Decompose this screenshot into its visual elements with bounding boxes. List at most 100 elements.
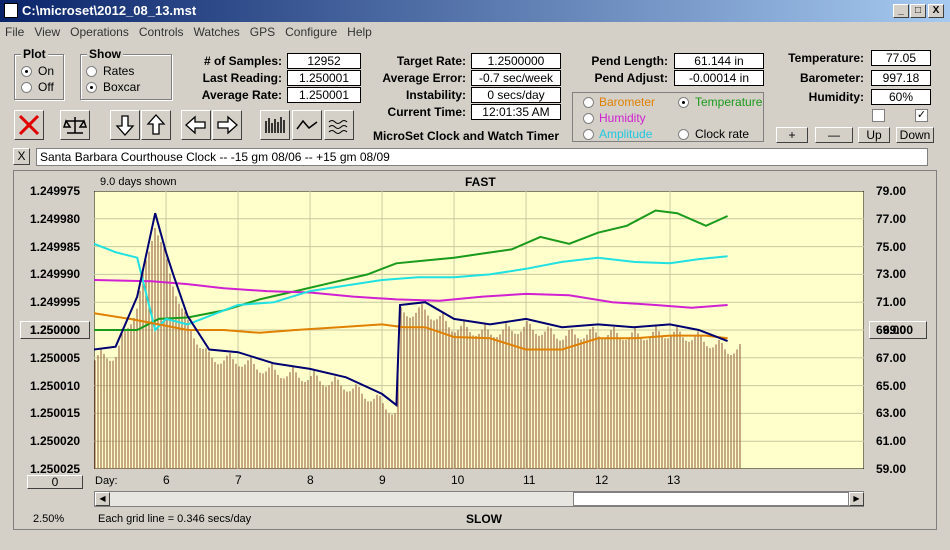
plus-button[interactable]: + xyxy=(776,127,808,143)
title-bar: C:\microset\2012_08_13.mst _ □ X xyxy=(0,0,950,22)
right-tick-label: 63.00 xyxy=(876,406,907,421)
arrow-right-button[interactable] xyxy=(212,110,242,140)
left-tick-label: 1.249980 xyxy=(30,211,81,226)
plot-off-radio[interactable] xyxy=(21,82,32,93)
left-tick-label: 1.250010 xyxy=(30,378,81,393)
average-error-label: Average Error: xyxy=(382,71,466,85)
humidity-radio-label: Humidity xyxy=(599,111,646,125)
plot-off-label: Off xyxy=(38,80,54,94)
arrow-down-button[interactable] xyxy=(110,110,140,140)
right-tick-label: 73.00 xyxy=(876,267,907,282)
close-button[interactable]: X xyxy=(928,4,944,18)
clock-rate-radio-label: Clock rate xyxy=(695,127,750,141)
menu-watches[interactable]: Watches xyxy=(193,25,240,39)
humidity-radio[interactable] xyxy=(583,113,594,124)
arrow-down-icon xyxy=(115,115,135,136)
left-tick-label: 1.249975 xyxy=(30,184,81,198)
close-watch-button[interactable]: X xyxy=(13,148,30,165)
show-boxcar-radio[interactable] xyxy=(86,82,97,93)
left-tick-label: 1.250005 xyxy=(30,350,81,365)
scroll-left-arrow-icon[interactable]: ◀ xyxy=(95,492,110,506)
humidity-label: Humidity: xyxy=(808,90,864,104)
minus-button[interactable]: — xyxy=(815,127,853,143)
up-button[interactable]: Up xyxy=(858,127,890,143)
arrow-up-icon xyxy=(146,114,166,135)
bars-view-button[interactable] xyxy=(260,110,290,140)
temperature-radio-label: Temperature xyxy=(695,95,763,109)
right-tick-label: 59.00 xyxy=(876,462,907,476)
slow-label: SLOW xyxy=(466,512,502,526)
humidity-series-line xyxy=(94,279,728,309)
left-tick-label: 1.250025 xyxy=(30,462,81,476)
show-rates-radio[interactable] xyxy=(86,66,97,77)
right-reference-box[interactable]: 69.00 xyxy=(869,321,927,339)
line-view-button[interactable] xyxy=(292,110,322,140)
balance-scale-icon xyxy=(63,117,87,134)
right-tick-label: 71.00 xyxy=(876,295,907,310)
down-button[interactable]: Down xyxy=(896,127,934,143)
barometer-radio-label: Barometer xyxy=(599,95,656,109)
plot-on-radio[interactable] xyxy=(21,66,32,77)
left-tick-label: 1.250015 xyxy=(30,406,81,421)
right-tick-label: 65.00 xyxy=(876,378,907,393)
menu-configure[interactable]: Configure xyxy=(285,25,338,39)
barometer-label: Barometer: xyxy=(799,71,864,85)
show-boxcar-label: Boxcar xyxy=(103,80,141,94)
maximize-button[interactable]: □ xyxy=(910,4,926,18)
x-tick-label: 11 xyxy=(523,473,536,487)
left-tick-label: 1.250000 xyxy=(30,323,81,337)
arrow-up-button[interactable] xyxy=(141,110,171,140)
grid-note-label: Each grid line = 0.346 secs/day xyxy=(98,513,252,525)
plot-on-label: On xyxy=(38,64,55,78)
chart-panel xyxy=(13,170,937,530)
x-tick-label: 13 xyxy=(667,473,681,487)
left-reference-box[interactable]: 1.250000 xyxy=(20,321,90,339)
right-tick-label: 77.00 xyxy=(876,211,907,226)
horizontal-scrollbar[interactable]: ◀ ▶ xyxy=(94,491,864,507)
wave-icon xyxy=(328,120,348,134)
barometer-value: 997.18 xyxy=(871,70,931,86)
amplitude-radio[interactable] xyxy=(583,129,594,140)
right-tick-label: 75.00 xyxy=(876,239,907,254)
scrollbar-thumb[interactable] xyxy=(573,492,849,506)
left-tick-label: 1.249995 xyxy=(30,295,81,310)
clock-rate-radio[interactable] xyxy=(678,129,689,140)
pend-length-value: 61.144 in xyxy=(674,53,764,69)
menu-gps[interactable]: GPS xyxy=(249,25,276,39)
temperature-label: Temperature: xyxy=(788,51,864,65)
stop-button[interactable] xyxy=(14,110,44,140)
option-checkbox-1[interactable] xyxy=(872,109,885,122)
humidity-value: 60% xyxy=(871,89,931,105)
arrow-left-icon xyxy=(185,115,206,135)
plot-group: Plot xyxy=(14,47,64,100)
menu-operations[interactable]: Operations xyxy=(70,25,129,39)
left-tick-label: 1.249990 xyxy=(30,267,81,282)
menu-view[interactable]: View xyxy=(34,25,61,39)
show-group-label: Show xyxy=(87,47,123,61)
line-chart-icon xyxy=(296,119,318,130)
temperature-radio[interactable] xyxy=(678,97,689,108)
arrow-left-button[interactable] xyxy=(181,110,211,140)
watch-description-field[interactable]: Santa Barbara Courthouse Clock -- -15 gm… xyxy=(36,148,928,166)
barometer-radio[interactable] xyxy=(583,97,594,108)
x-tick-label: 7 xyxy=(235,473,242,487)
scroll-right-arrow-icon[interactable]: ▶ xyxy=(849,492,864,506)
menu-help[interactable]: Help xyxy=(347,25,372,39)
minimize-button[interactable]: _ xyxy=(893,4,909,18)
arrow-right-icon xyxy=(217,115,238,135)
average-error-value: -0.7 sec/week xyxy=(471,70,561,86)
bar-chart-icon xyxy=(265,117,285,133)
wave-view-button[interactable] xyxy=(324,110,354,140)
menu-bar: File View Operations Controls Watches GPS Conf… xyxy=(0,22,950,42)
days-shown-label: 9.0 days shown xyxy=(100,176,177,188)
instability-value: 0 secs/day xyxy=(471,87,561,103)
x-tick-label: 6 xyxy=(163,473,170,487)
scroll-position-box: 0 xyxy=(27,475,83,489)
menu-controls[interactable]: Controls xyxy=(138,25,184,39)
balance-button[interactable] xyxy=(60,110,90,140)
last-reading-label: Last Reading: xyxy=(202,71,282,85)
instability-label: Instability: xyxy=(405,88,466,102)
left-tick-label: 1.250020 xyxy=(30,434,81,449)
option-checkbox-2[interactable]: ✓ xyxy=(915,109,928,122)
menu-file[interactable]: File xyxy=(5,25,25,39)
